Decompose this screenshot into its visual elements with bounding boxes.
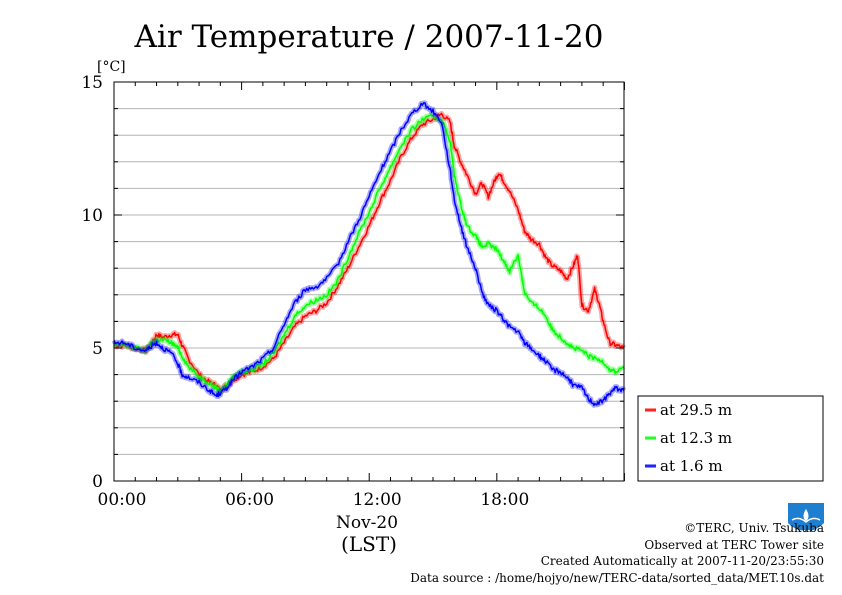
terc-logo-drop-icon xyxy=(803,509,809,521)
footer-source: Data source : /home/hojyo/new/TERC-data/… xyxy=(410,571,824,585)
y-tick-labels: 0 5 10 15 xyxy=(81,73,103,492)
terc-logo-wave-icon xyxy=(791,517,821,523)
axis-ticks xyxy=(113,81,625,482)
legend-label: at 12.3 m xyxy=(660,429,732,447)
plot-frame xyxy=(113,81,625,482)
x-tick-label: 18:00 xyxy=(480,490,529,510)
series-line-halo xyxy=(112,110,627,395)
y-tick-label: 0 xyxy=(92,472,103,492)
legend-box xyxy=(637,395,824,482)
legend: at 29.5 m at 12.3 m at 1.6 m xyxy=(637,395,824,482)
y-tick-label: 15 xyxy=(81,73,103,93)
legend-label: at 29.5 m xyxy=(660,401,732,419)
footer-copyright: ©TERC, Univ. Tsukuba xyxy=(684,521,824,535)
y-axis-unit: [°C] xyxy=(97,59,126,75)
series-line-halo xyxy=(112,112,626,395)
terc-logo-text: TERC xyxy=(796,529,816,537)
grid-lines xyxy=(114,108,624,455)
footer-created: Created Automatically at 2007-11-20/23:5… xyxy=(541,554,824,568)
x-axis-timezone-label: (LST) xyxy=(341,532,397,556)
series-line xyxy=(113,102,625,407)
x-tick-labels: 00:00 06:00 12:00 18:00 xyxy=(98,490,530,510)
series-lines xyxy=(111,100,627,408)
series-line xyxy=(113,114,625,394)
terc-logo: TERC xyxy=(788,503,824,537)
y-tick-label: 10 xyxy=(81,206,103,226)
chart-title: Air Temperature / 2007-11-20 xyxy=(134,19,604,55)
y-tick-label: 5 xyxy=(92,339,103,359)
series-line xyxy=(113,112,625,393)
x-tick-label: 12:00 xyxy=(353,490,402,510)
x-axis-date-label: Nov-20 xyxy=(336,513,398,533)
x-tick-label: 00:00 xyxy=(98,490,147,510)
footer-observed: Observed at TERC Tower site xyxy=(644,538,824,552)
legend-label: at 1.6 m xyxy=(660,457,723,475)
x-tick-label: 06:00 xyxy=(225,490,274,510)
